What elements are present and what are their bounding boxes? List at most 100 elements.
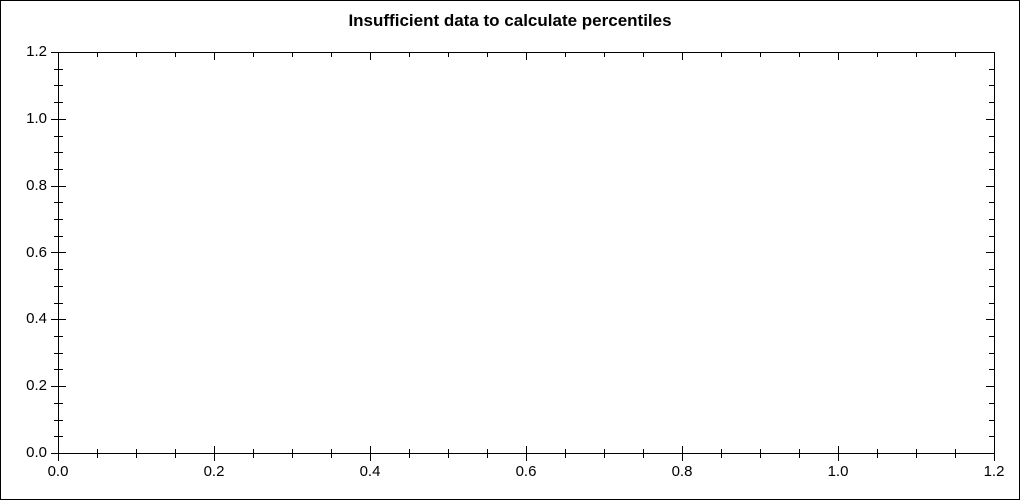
x-minor-tick-top — [955, 52, 956, 57]
x-minor-tick-top — [448, 52, 449, 57]
x-minor-tick-bottom — [916, 449, 917, 458]
x-minor-tick-bottom — [292, 449, 293, 458]
x-tick-label: 0.0 — [47, 463, 69, 480]
x-minor-tick-top — [877, 52, 878, 57]
x-minor-tick-top — [760, 52, 761, 57]
y-minor-tick-left — [54, 436, 63, 437]
x-minor-tick-top — [292, 52, 293, 57]
x-tick-label: 1.0 — [827, 463, 849, 480]
x-minor-tick-bottom — [721, 449, 722, 458]
x-minor-tick-top — [799, 52, 800, 57]
x-major-tick-top — [838, 52, 839, 60]
x-tick-label: 1.2 — [983, 463, 1005, 480]
y-tick-label: 1.2 — [26, 43, 47, 60]
x-minor-tick-top — [643, 52, 644, 57]
y-minor-tick-right — [989, 269, 994, 270]
x-major-tick-top — [370, 52, 371, 60]
x-major-tick-top — [994, 52, 995, 60]
x-tick-label: 0.2 — [203, 463, 225, 480]
x-minor-tick-bottom — [487, 449, 488, 458]
x-minor-tick-bottom — [136, 449, 137, 458]
x-minor-tick-top — [721, 52, 722, 57]
y-minor-tick-right — [989, 152, 994, 153]
y-minor-tick-left — [54, 102, 63, 103]
x-major-tick-bottom — [994, 446, 995, 461]
x-major-tick-top — [214, 52, 215, 60]
y-minor-tick-left — [54, 286, 63, 287]
x-major-tick-top — [682, 52, 683, 60]
y-minor-tick-left — [54, 202, 63, 203]
y-minor-tick-left — [54, 136, 63, 137]
y-tick-label: 0.8 — [26, 177, 47, 194]
y-minor-tick-left — [54, 369, 63, 370]
y-minor-tick-right — [989, 219, 994, 220]
x-minor-tick-top — [253, 52, 254, 57]
chart-title: Insufficient data to calculate percentil… — [348, 11, 672, 30]
y-major-tick-right — [986, 186, 994, 187]
x-minor-tick-bottom — [760, 449, 761, 458]
x-major-tick-bottom — [838, 446, 839, 461]
y-tick-label: 0.0 — [26, 444, 47, 461]
x-minor-tick-bottom — [565, 449, 566, 458]
y-minor-tick-right — [989, 286, 994, 287]
x-minor-tick-bottom — [97, 449, 98, 458]
x-tick-label: 0.8 — [671, 463, 693, 480]
x-minor-tick-bottom — [253, 449, 254, 458]
y-major-tick-right — [986, 52, 994, 53]
y-minor-tick-left — [54, 420, 63, 421]
x-minor-tick-top — [409, 52, 410, 57]
y-major-tick-left — [51, 386, 66, 387]
x-major-tick-top — [58, 52, 59, 60]
y-major-tick-right — [986, 119, 994, 120]
x-minor-tick-top — [136, 52, 137, 57]
x-minor-tick-top — [97, 52, 98, 57]
x-minor-tick-bottom — [409, 449, 410, 458]
x-minor-tick-bottom — [448, 449, 449, 458]
y-major-tick-right — [986, 386, 994, 387]
y-minor-tick-left — [54, 303, 63, 304]
x-major-tick-bottom — [370, 446, 371, 461]
y-major-tick-right — [986, 252, 994, 253]
y-tick-label: 0.4 — [26, 310, 47, 327]
y-tick-label: 0.2 — [26, 377, 47, 394]
x-minor-tick-bottom — [643, 449, 644, 458]
y-major-tick-right — [986, 319, 994, 320]
y-minor-tick-left — [54, 353, 63, 354]
y-tick-label: 1.0 — [26, 110, 47, 127]
y-minor-tick-left — [54, 169, 63, 170]
y-major-tick-left — [51, 252, 66, 253]
y-major-tick-left — [51, 119, 66, 120]
y-major-tick-left — [51, 319, 66, 320]
x-minor-tick-bottom — [799, 449, 800, 458]
y-minor-tick-right — [989, 436, 994, 437]
x-major-tick-bottom — [682, 446, 683, 461]
y-minor-tick-right — [989, 369, 994, 370]
x-minor-tick-bottom — [877, 449, 878, 458]
y-minor-tick-right — [989, 236, 994, 237]
x-tick-label: 0.4 — [359, 463, 381, 480]
x-minor-tick-bottom — [955, 449, 956, 458]
x-minor-tick-bottom — [331, 449, 332, 458]
x-minor-tick-bottom — [604, 449, 605, 458]
y-minor-tick-right — [989, 403, 994, 404]
x-major-tick-top — [526, 52, 527, 60]
x-major-tick-bottom — [526, 446, 527, 461]
y-minor-tick-right — [989, 85, 994, 86]
y-major-tick-left — [51, 186, 66, 187]
y-major-tick-left — [51, 52, 66, 53]
y-minor-tick-right — [989, 336, 994, 337]
y-major-tick-right — [986, 453, 994, 454]
x-minor-tick-top — [175, 52, 176, 57]
y-minor-tick-left — [54, 403, 63, 404]
y-minor-tick-left — [54, 69, 63, 70]
y-minor-tick-left — [54, 152, 63, 153]
y-minor-tick-left — [54, 336, 63, 337]
y-minor-tick-right — [989, 69, 994, 70]
y-minor-tick-right — [989, 420, 994, 421]
x-minor-tick-top — [604, 52, 605, 57]
y-minor-tick-right — [989, 169, 994, 170]
y-minor-tick-left — [54, 219, 63, 220]
plot-area — [58, 52, 995, 454]
y-minor-tick-right — [989, 353, 994, 354]
